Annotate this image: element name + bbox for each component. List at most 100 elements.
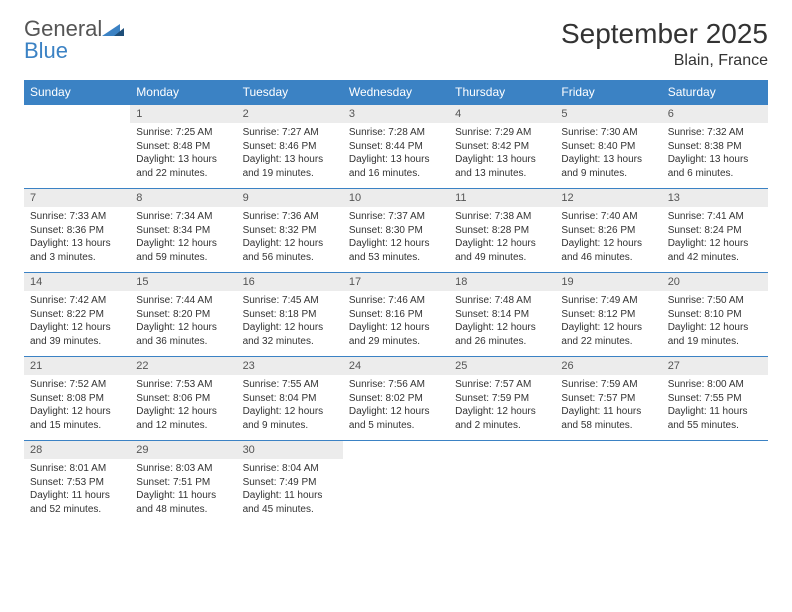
- day-info-cell: Sunrise: 7:38 AMSunset: 8:28 PMDaylight:…: [449, 207, 555, 273]
- sunset-text: Sunset: 7:57 PM: [561, 392, 655, 406]
- daylight-text: Daylight: 12 hours and 39 minutes.: [30, 321, 124, 348]
- day-number-cell: 1: [130, 105, 236, 123]
- day-info-cell: Sunrise: 7:25 AMSunset: 8:48 PMDaylight:…: [130, 123, 236, 189]
- day-info-cell: [555, 459, 661, 524]
- sunset-text: Sunset: 8:44 PM: [349, 140, 443, 154]
- sunset-text: Sunset: 8:20 PM: [136, 308, 230, 322]
- sunrise-text: Sunrise: 8:03 AM: [136, 462, 230, 476]
- day-number-cell: [24, 105, 130, 123]
- day-number-cell: 9: [237, 189, 343, 207]
- weekday-header: Sunday: [24, 80, 130, 105]
- day-number-cell: 21: [24, 357, 130, 375]
- day-info-cell: Sunrise: 7:53 AMSunset: 8:06 PMDaylight:…: [130, 375, 236, 441]
- day-number-cell: 18: [449, 273, 555, 291]
- day-info-cell: Sunrise: 7:48 AMSunset: 8:14 PMDaylight:…: [449, 291, 555, 357]
- sunrise-text: Sunrise: 8:01 AM: [30, 462, 124, 476]
- sunrise-text: Sunrise: 7:55 AM: [243, 378, 337, 392]
- sunset-text: Sunset: 7:59 PM: [455, 392, 549, 406]
- sunset-text: Sunset: 8:26 PM: [561, 224, 655, 238]
- day-info-cell: [343, 459, 449, 524]
- sunrise-text: Sunrise: 7:30 AM: [561, 126, 655, 140]
- sunrise-text: Sunrise: 7:44 AM: [136, 294, 230, 308]
- location: Blain, France: [561, 52, 768, 70]
- sunset-text: Sunset: 7:51 PM: [136, 476, 230, 490]
- daylight-text: Daylight: 13 hours and 13 minutes.: [455, 153, 549, 180]
- sunset-text: Sunset: 8:14 PM: [455, 308, 549, 322]
- sunrise-text: Sunrise: 7:52 AM: [30, 378, 124, 392]
- daylight-text: Daylight: 11 hours and 48 minutes.: [136, 489, 230, 516]
- sunset-text: Sunset: 8:12 PM: [561, 308, 655, 322]
- sunset-text: Sunset: 8:48 PM: [136, 140, 230, 154]
- sunset-text: Sunset: 8:04 PM: [243, 392, 337, 406]
- daylight-text: Daylight: 12 hours and 12 minutes.: [136, 405, 230, 432]
- sunrise-text: Sunrise: 7:36 AM: [243, 210, 337, 224]
- header: General Blue September 2025 Blain, Franc…: [24, 18, 768, 70]
- sunset-text: Sunset: 8:46 PM: [243, 140, 337, 154]
- logo-text: General Blue: [24, 18, 124, 62]
- sunrise-text: Sunrise: 7:33 AM: [30, 210, 124, 224]
- day-number-cell: 14: [24, 273, 130, 291]
- daylight-text: Daylight: 13 hours and 22 minutes.: [136, 153, 230, 180]
- sunset-text: Sunset: 8:32 PM: [243, 224, 337, 238]
- daylight-text: Daylight: 12 hours and 32 minutes.: [243, 321, 337, 348]
- day-number-cell: 7: [24, 189, 130, 207]
- sunset-text: Sunset: 8:40 PM: [561, 140, 655, 154]
- day-number-cell: 26: [555, 357, 661, 375]
- sunset-text: Sunset: 8:02 PM: [349, 392, 443, 406]
- daylight-text: Daylight: 12 hours and 22 minutes.: [561, 321, 655, 348]
- sunset-text: Sunset: 8:28 PM: [455, 224, 549, 238]
- sunrise-text: Sunrise: 7:53 AM: [136, 378, 230, 392]
- day-info-row: Sunrise: 7:52 AMSunset: 8:08 PM Daylight:…: [24, 375, 768, 441]
- day-number-cell: 12: [555, 189, 661, 207]
- daylight-text: Daylight: 12 hours and 2 minutes.: [455, 405, 549, 432]
- sunrise-text: Sunrise: 7:40 AM: [561, 210, 655, 224]
- daylight-text: Daylight: 13 hours and 16 minutes.: [349, 153, 443, 180]
- daylight-text: Daylight: 12 hours and 42 minutes.: [668, 237, 762, 264]
- sunrise-text: Sunrise: 7:32 AM: [668, 126, 762, 140]
- sunset-text: Sunset: 8:08 PM: [30, 392, 124, 406]
- daylight-text: Daylight: 12 hours and 59 minutes.: [136, 237, 230, 264]
- day-number-row: 21222324252627: [24, 357, 768, 375]
- sunrise-text: Sunrise: 7:27 AM: [243, 126, 337, 140]
- day-number-cell: 15: [130, 273, 236, 291]
- day-info-cell: Sunrise: 8:00 AMSunset: 7:55 PMDaylight:…: [662, 375, 768, 441]
- daylight-text: Daylight: 13 hours and 6 minutes.: [668, 153, 762, 180]
- sunrise-text: Sunrise: 7:59 AM: [561, 378, 655, 392]
- day-info-cell: Sunrise: 7:42 AMSunset: 8:22 PMDaylight:…: [24, 291, 130, 357]
- day-info-cell: Sunrise: 7:46 AMSunset: 8:16 PMDaylight:…: [343, 291, 449, 357]
- day-info-row: Sunrise: 8:01 AMSunset: 7:53 PMDaylight:…: [24, 459, 768, 524]
- day-info-cell: Sunrise: 7:49 AMSunset: 8:12 PMDaylight:…: [555, 291, 661, 357]
- weekday-header: Monday: [130, 80, 236, 105]
- month-title: September 2025: [561, 18, 768, 50]
- sunset-text: Sunset: 8:06 PM: [136, 392, 230, 406]
- day-number-cell: 23: [237, 357, 343, 375]
- day-number-row: 78910111213: [24, 189, 768, 207]
- day-number-cell: 28: [24, 441, 130, 459]
- daylight-text: Daylight: 12 hours and 56 minutes.: [243, 237, 337, 264]
- daylight-text: Daylight: 12 hours and 29 minutes.: [349, 321, 443, 348]
- day-info-cell: [449, 459, 555, 524]
- day-number-cell: 2: [237, 105, 343, 123]
- daylight-text: Daylight: 11 hours and 45 minutes.: [243, 489, 337, 516]
- sunset-text: Sunset: 8:36 PM: [30, 224, 124, 238]
- day-info-cell: Sunrise: 7:27 AMSunset: 8:46 PMDaylight:…: [237, 123, 343, 189]
- daylight-text: Daylight: 12 hours and 19 minutes.: [668, 321, 762, 348]
- weekday-header: Saturday: [662, 80, 768, 105]
- day-number-cell: 17: [343, 273, 449, 291]
- day-number-cell: 25: [449, 357, 555, 375]
- day-number-cell: 13: [662, 189, 768, 207]
- sunrise-text: Sunrise: 7:28 AM: [349, 126, 443, 140]
- day-info-row: Sunrise: 7:25 AMSunset: 8:48 PMDaylight:…: [24, 123, 768, 189]
- day-info-cell: Sunrise: 7:40 AMSunset: 8:26 PMDaylight:…: [555, 207, 661, 273]
- daylight-text: Daylight: 11 hours and 58 minutes.: [561, 405, 655, 432]
- day-number-cell: [449, 441, 555, 459]
- daylight-text: Daylight: 12 hours and 36 minutes.: [136, 321, 230, 348]
- sunset-text: Sunset: 8:10 PM: [668, 308, 762, 322]
- day-info-cell: Sunrise: 7:32 AMSunset: 8:38 PMDaylight:…: [662, 123, 768, 189]
- sunset-text: Sunset: 7:55 PM: [668, 392, 762, 406]
- sunset-text: Sunset: 8:42 PM: [455, 140, 549, 154]
- sunrise-text: Sunrise: 8:00 AM: [668, 378, 762, 392]
- day-info-cell: Sunrise: 7:59 AMSunset: 7:57 PMDaylight:…: [555, 375, 661, 441]
- day-info-cell: Sunrise: 7:29 AMSunset: 8:42 PMDaylight:…: [449, 123, 555, 189]
- day-number-cell: 24: [343, 357, 449, 375]
